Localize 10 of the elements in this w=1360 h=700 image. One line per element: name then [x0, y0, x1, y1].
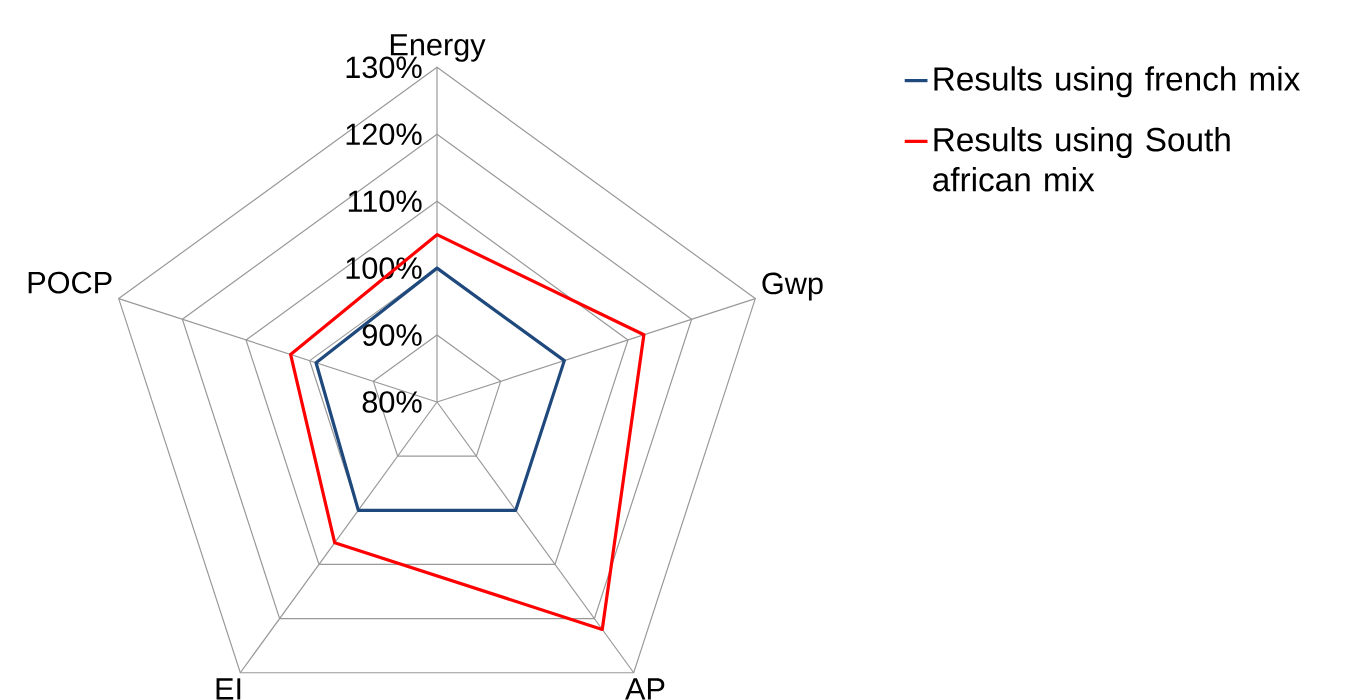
legend-label: Results using South african mix [933, 126, 1230, 192]
y-tick-label: 80% [362, 391, 422, 413]
y-tick-label: 110% [348, 190, 422, 213]
legend-label: Results using french mix [934, 66, 1300, 98]
spoke-label: AP [625, 678, 665, 700]
y-tick-label: 120% [346, 123, 422, 146]
spoke-label: EI [216, 678, 241, 700]
spoke-label: POCP [28, 271, 112, 294]
y-tick-label: 90% [362, 324, 422, 346]
spoke-label: Gwp [762, 272, 823, 301]
